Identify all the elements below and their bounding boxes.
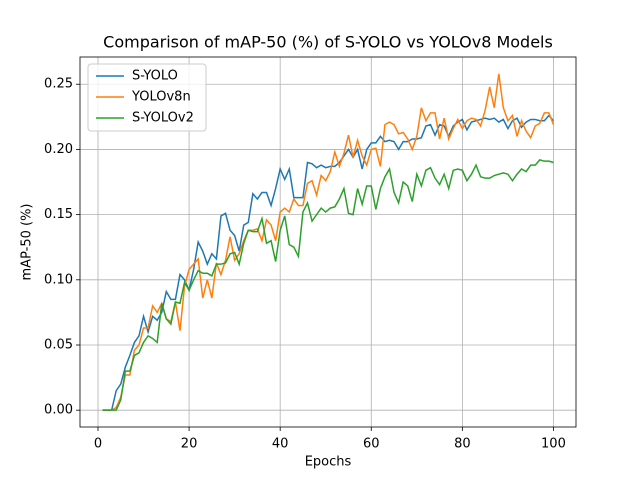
y-tick-label: 0.10 <box>44 272 73 287</box>
series-line <box>102 159 554 411</box>
y-tick-label: 0.20 <box>44 142 73 157</box>
legend: S-YOLO YOLOv8n S-YOLOv2 <box>87 63 207 132</box>
y-tick-label: 0.05 <box>44 337 73 352</box>
x-tick-label: 0 <box>94 437 102 452</box>
series-line <box>102 114 555 411</box>
x-tick-label: 20 <box>181 437 198 452</box>
y-tick-label: 0.00 <box>44 403 73 418</box>
x-tick-label: 60 <box>363 437 380 452</box>
x-axis-label: Epochs <box>305 455 352 470</box>
x-tick-label: 100 <box>541 437 566 452</box>
chart-title: Comparison of mAP-50 (%) of S-YOLO vs YO… <box>103 33 553 52</box>
legend-label: YOLOv8n <box>131 90 191 105</box>
legend-label: S-YOLOv2 <box>132 111 194 126</box>
plot-frame <box>79 56 577 428</box>
legend-box <box>87 63 207 132</box>
x-tick-label: 40 <box>272 437 289 452</box>
legend-label: S-YOLO <box>132 69 178 84</box>
y-tick-label: 0.25 <box>44 77 73 92</box>
y-axis-label: mAP-50 (%) <box>20 204 35 281</box>
x-tick-label: 80 <box>454 437 471 452</box>
y-tick-label: 0.15 <box>44 207 73 222</box>
series-line <box>102 73 555 411</box>
